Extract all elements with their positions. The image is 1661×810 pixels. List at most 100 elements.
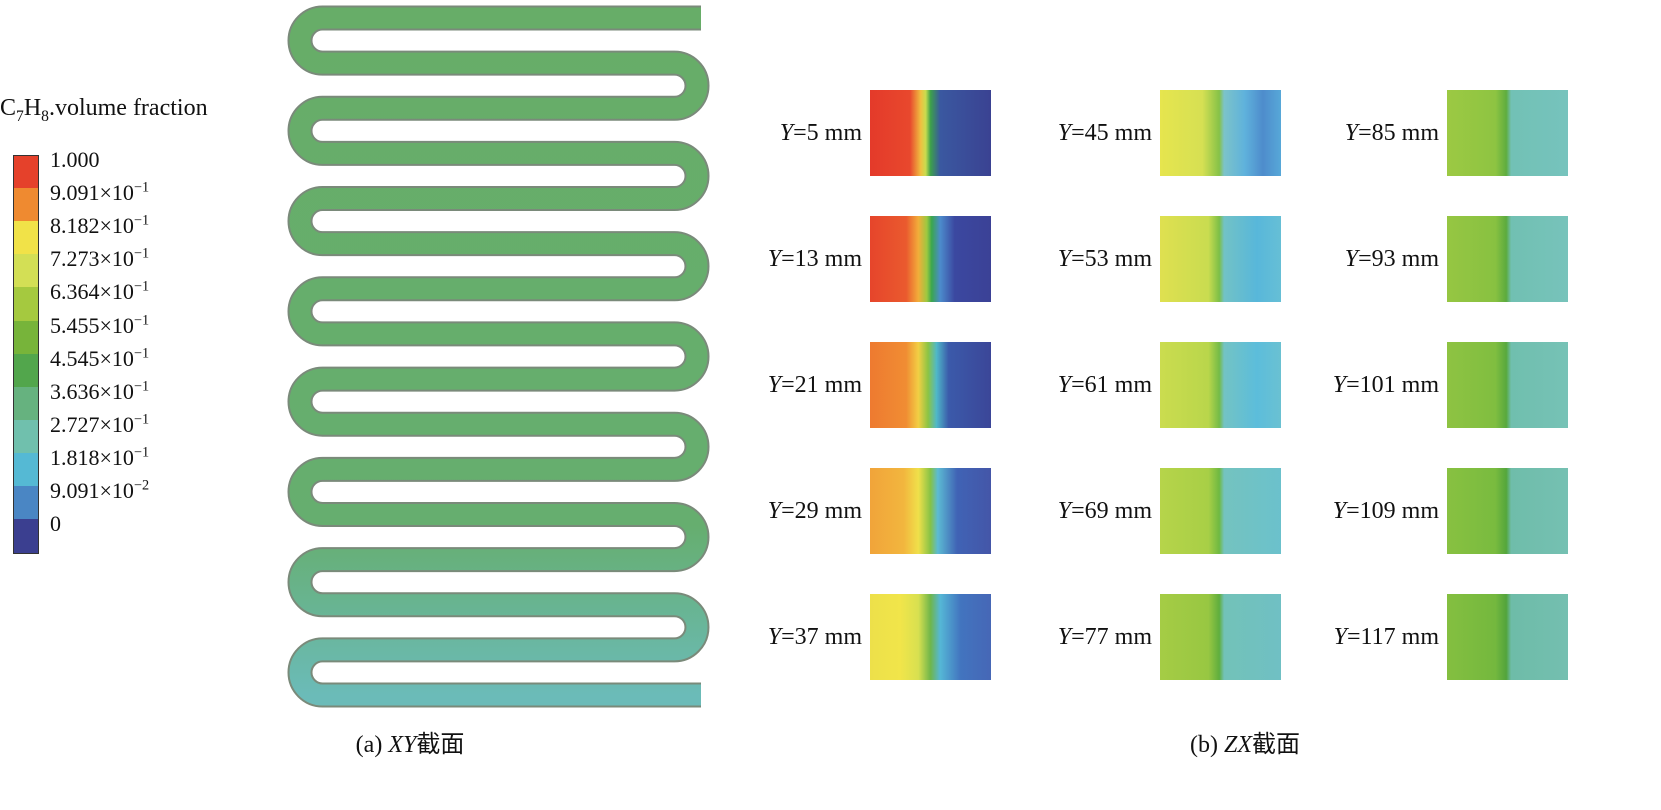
colorbar-segment: [14, 155, 38, 189]
axis-variable: Y: [1344, 246, 1359, 272]
position-text: =29 mm: [781, 498, 862, 524]
axis-variable: Y: [779, 120, 794, 146]
colorbar-segment: [14, 386, 38, 421]
position-text: =5 mm: [793, 120, 862, 146]
section-contour: [1447, 90, 1568, 176]
legend-label: 2.727×10−1: [50, 411, 150, 437]
axis-variable: Y: [1333, 624, 1348, 650]
text-part: ZX: [1223, 732, 1252, 758]
section-contour: [1160, 342, 1281, 428]
section-contour: [1160, 90, 1281, 176]
position-text: =53 mm: [1071, 246, 1152, 272]
position-text: =77 mm: [1071, 624, 1152, 650]
legend-label: 8.182×10−1: [50, 212, 150, 237]
section-contour: [870, 594, 991, 680]
section-label: Y=29 mm: [768, 499, 862, 523]
label-exponent: −1: [133, 312, 150, 329]
label-text: 9.091×10: [50, 478, 134, 503]
axis-variable: Y: [1057, 498, 1072, 524]
position-text: =85 mm: [1358, 120, 1439, 146]
label-exponent: −2: [133, 477, 150, 494]
section-label: Y=77 mm: [1058, 625, 1152, 649]
section-label: Y=21 mm: [768, 373, 862, 397]
label-text: 3.636×10: [50, 378, 134, 404]
section-label: Y=109 mm: [1333, 499, 1439, 523]
section-label: Y=101 mm: [1333, 373, 1439, 397]
section-contour: [1160, 594, 1281, 680]
label-text: 2.727×10: [50, 411, 134, 437]
channel-outline: [287, 5, 710, 708]
text-part: 截面: [416, 732, 465, 758]
label-text: 7.273×10: [50, 246, 134, 272]
colorbar-segment: [14, 419, 38, 454]
position-text: =109 mm: [1346, 498, 1439, 524]
section-label: Y=93 mm: [1345, 247, 1439, 271]
label-exponent: −1: [133, 411, 150, 428]
position-text: =61 mm: [1071, 372, 1152, 398]
axis-variable: Y: [767, 498, 782, 524]
position-text: =93 mm: [1358, 246, 1439, 272]
colorbar-segment: [14, 353, 38, 388]
caption-a: (a) XY截面: [356, 733, 465, 757]
colorbar-segment: [14, 287, 38, 321]
colorbar-segment: [14, 188, 38, 222]
section-contour: [870, 468, 991, 554]
section-label: Y=85 mm: [1345, 121, 1439, 145]
section-contour: [870, 216, 991, 302]
text-part: (b): [1190, 732, 1224, 758]
label-text: 5.455×10: [50, 312, 134, 338]
label-text: 1.818×10: [50, 444, 134, 470]
section-contour: [1447, 594, 1568, 680]
colorbar-segment: [14, 486, 38, 520]
section-contour: [870, 90, 991, 176]
axis-variable: Y: [1057, 372, 1072, 398]
legend-label: 7.273×10−1: [50, 246, 149, 272]
text-part: 7: [16, 107, 24, 125]
colorbar-segment: [14, 320, 38, 355]
section-contour: [870, 342, 991, 428]
legend-label: 1.818×10−1: [50, 444, 150, 470]
legend-label: 1.000: [50, 149, 100, 171]
legend-label: 9.091×10−1: [50, 179, 150, 206]
position-text: =13 mm: [781, 246, 862, 272]
label-exponent: −1: [133, 444, 150, 461]
legend-label: 4.545×10−1: [50, 346, 149, 370]
legend-label: 9.091×10−2: [50, 477, 150, 503]
axis-variable: Y: [1057, 246, 1072, 272]
label-text: 0: [50, 511, 61, 537]
text-part: (a): [355, 732, 389, 758]
position-text: =69 mm: [1071, 498, 1152, 524]
axis-variable: Y: [1057, 624, 1072, 650]
legend-title: C7H8.volume fraction: [0, 95, 208, 124]
channel-fluid: [289, 7, 708, 706]
position-text: =21 mm: [781, 372, 862, 398]
section-label: Y=69 mm: [1058, 499, 1152, 523]
axis-variable: Y: [767, 246, 782, 272]
position-text: =37 mm: [781, 624, 862, 650]
axis-variable: Y: [767, 372, 782, 398]
legend-label: 6.364×10−1: [50, 279, 150, 303]
label-text: 9.091×10: [50, 180, 134, 206]
text-part: XY: [388, 732, 417, 758]
colorbar-frame: [13, 155, 39, 555]
position-text: =45 mm: [1071, 120, 1152, 146]
label-exponent: −1: [133, 279, 150, 296]
label-exponent: −1: [133, 212, 150, 229]
colorbar-segment: [14, 221, 38, 255]
caption-b: (b) ZX截面: [1190, 733, 1300, 757]
section-contour: [1447, 342, 1568, 428]
text-part: 截面: [1252, 732, 1300, 758]
label-exponent: −1: [133, 179, 150, 196]
section-contour: [1160, 468, 1281, 554]
section-contour: [1447, 468, 1568, 554]
section-label: Y=53 mm: [1058, 247, 1152, 271]
axis-variable: Y: [767, 624, 782, 650]
legend-label: 5.455×10−1: [50, 312, 150, 338]
section-label: Y=61 mm: [1058, 373, 1152, 397]
colorbar-segment: [14, 254, 38, 288]
text-part: .volume fraction: [48, 95, 208, 121]
legend-label: 3.636×10−1: [50, 378, 149, 404]
section-contour: [1447, 216, 1568, 302]
